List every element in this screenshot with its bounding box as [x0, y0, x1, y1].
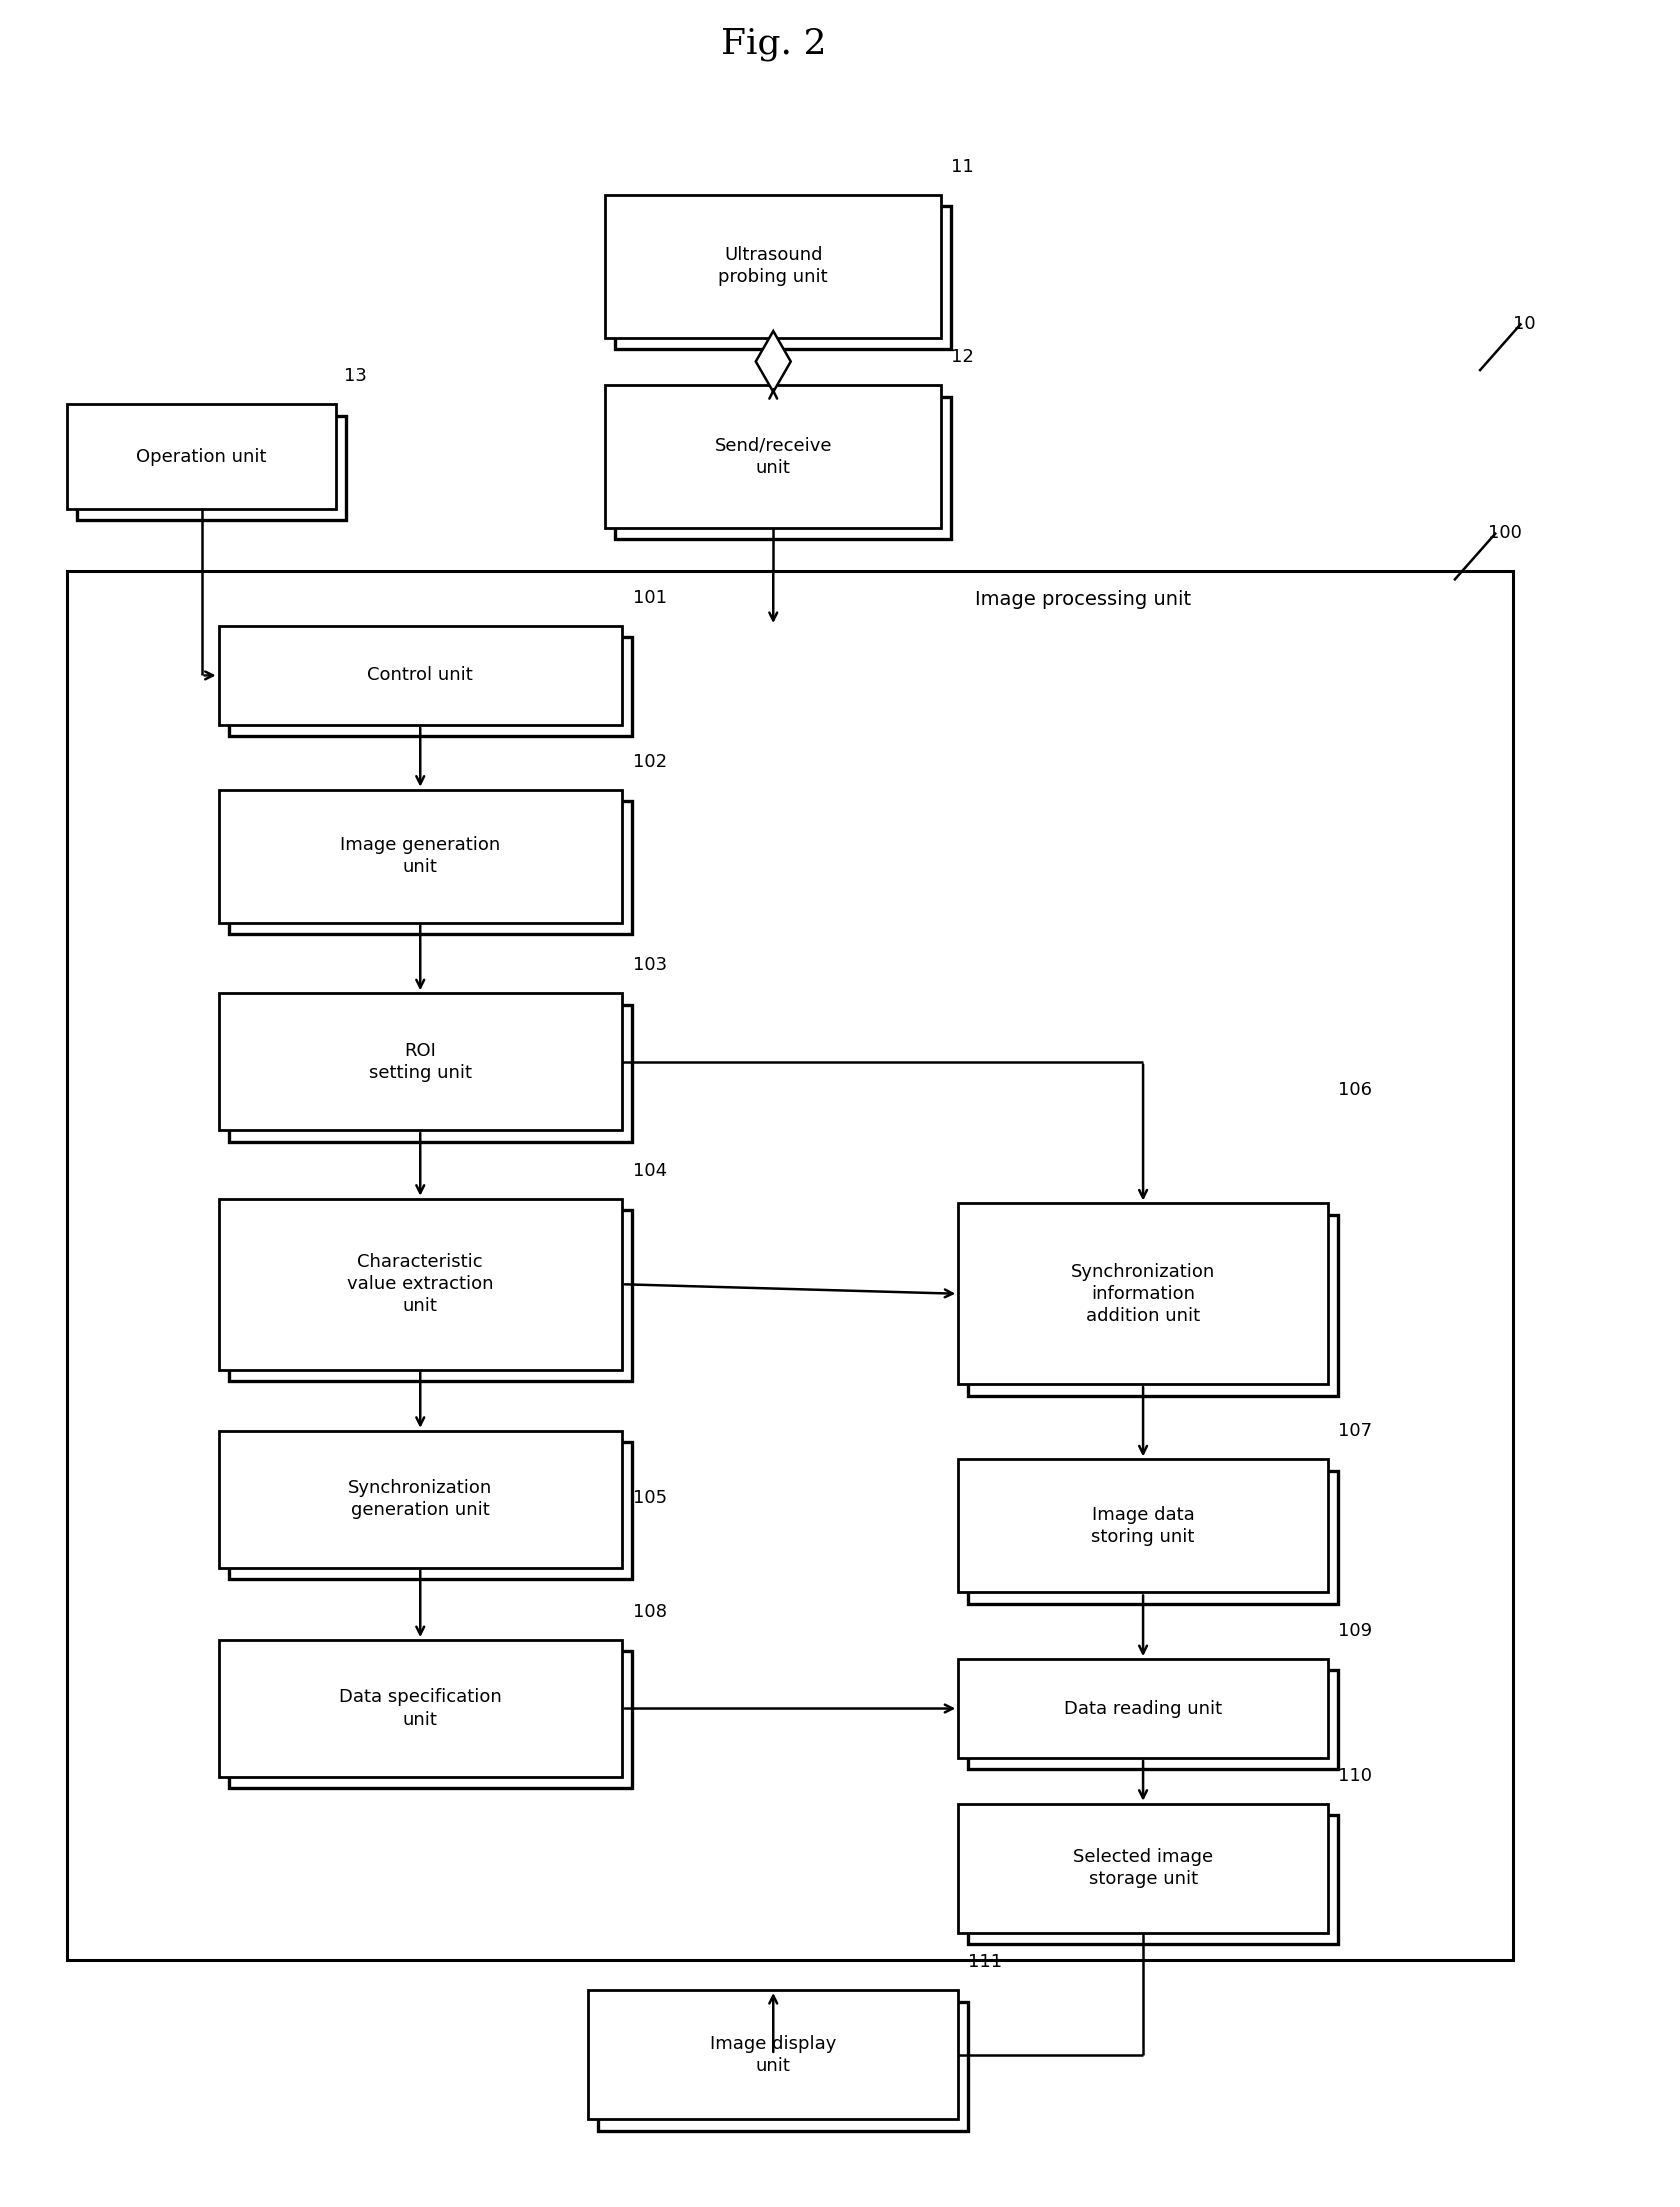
Text: 100: 100 [1487, 525, 1520, 543]
Bar [228, 1441, 632, 1580]
Text: 103: 103 [632, 956, 667, 973]
Text: 12: 12 [951, 349, 973, 366]
Text: 104: 104 [632, 1161, 667, 1179]
Text: 105: 105 [632, 1490, 667, 1507]
Bar [77, 415, 346, 521]
Bar [228, 1209, 632, 1382]
Text: 106: 106 [1337, 1081, 1371, 1099]
Text: Characteristic
value extraction
unit: Characteristic value extraction unit [346, 1254, 494, 1315]
Bar [218, 1430, 622, 1567]
Text: Selected image
storage unit: Selected image storage unit [1072, 1847, 1213, 1889]
Bar [218, 1640, 622, 1777]
Polygon shape [756, 331, 790, 393]
Text: Send/receive
unit: Send/receive unit [714, 437, 832, 477]
Text: 111: 111 [968, 1953, 1001, 1971]
Bar [598, 2002, 968, 2132]
Bar [228, 638, 632, 737]
Bar [615, 207, 951, 349]
Text: 110: 110 [1337, 1766, 1371, 1785]
Bar [958, 1459, 1327, 1593]
Text: Image processing unit: Image processing unit [974, 589, 1191, 609]
Bar [218, 1198, 622, 1371]
Bar [968, 1470, 1337, 1604]
Text: Fig. 2: Fig. 2 [721, 26, 825, 62]
Text: 108: 108 [632, 1602, 667, 1620]
Text: 102: 102 [632, 753, 667, 770]
Bar [218, 627, 622, 724]
Text: 101: 101 [632, 589, 667, 607]
Bar [67, 404, 336, 510]
Bar [228, 1004, 632, 1141]
Bar [958, 1660, 1327, 1759]
Bar [67, 572, 1512, 1960]
Text: Control unit: Control unit [368, 667, 472, 684]
Text: Synchronization
information
addition unit: Synchronization information addition uni… [1070, 1262, 1215, 1324]
Text: 11: 11 [951, 159, 973, 177]
Bar [218, 790, 622, 923]
Bar [228, 801, 632, 934]
Bar [968, 1214, 1337, 1395]
Text: Ultrasound
probing unit: Ultrasound probing unit [717, 247, 828, 287]
Text: Data specification
unit: Data specification unit [339, 1688, 501, 1728]
Text: Data reading unit: Data reading unit [1063, 1699, 1221, 1717]
Bar [588, 1991, 958, 2119]
Bar [218, 993, 622, 1130]
Bar [605, 194, 941, 338]
Text: Image generation
unit: Image generation unit [339, 836, 501, 876]
Text: 13: 13 [344, 366, 366, 386]
Text: Image display
unit: Image display unit [709, 2035, 837, 2075]
Text: Image data
storing unit: Image data storing unit [1090, 1505, 1194, 1545]
Bar [615, 397, 951, 539]
Text: 10: 10 [1512, 316, 1534, 333]
Bar [958, 1203, 1327, 1384]
Bar [968, 1814, 1337, 1944]
Text: Synchronization
generation unit: Synchronization generation unit [348, 1479, 492, 1518]
Text: ROI
setting unit: ROI setting unit [368, 1042, 472, 1081]
Text: Operation unit: Operation unit [136, 448, 267, 466]
Bar [605, 386, 941, 527]
Text: 107: 107 [1337, 1421, 1371, 1441]
Bar [228, 1651, 632, 1788]
Bar [958, 1803, 1327, 1933]
Bar [968, 1671, 1337, 1770]
Text: 109: 109 [1337, 1622, 1371, 1640]
